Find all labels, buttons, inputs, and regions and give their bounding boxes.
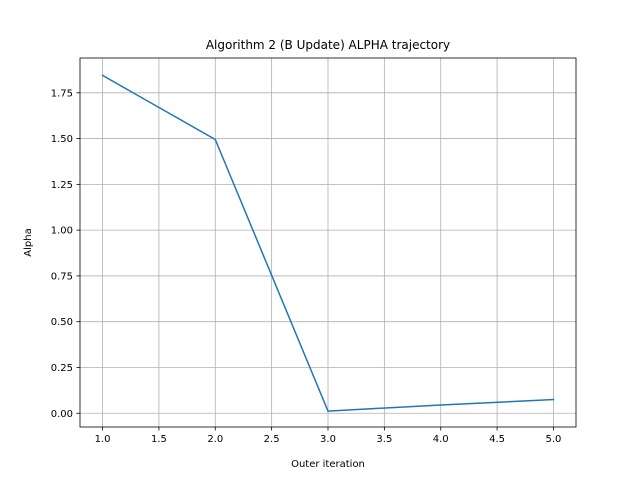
x-tick-label: 1.0 xyxy=(95,434,111,445)
alpha-series-line xyxy=(101,74,555,412)
y-tick-label: 0.75 xyxy=(51,271,73,282)
x-tick-label: 3.5 xyxy=(376,434,392,445)
x-tick-label: 4.0 xyxy=(433,434,449,445)
y-tick-label: 1.75 xyxy=(51,88,73,99)
x-tick-label: 2.0 xyxy=(207,434,223,445)
y-tick-label: 0.25 xyxy=(51,363,73,374)
y-axis-ticks: 0.00 0.25 0.50 0.75 1.00 1.25 1.50 1.75 xyxy=(51,88,80,420)
x-axis-ticks: 1.0 1.5 2.0 2.5 3.0 3.5 4.0 4.5 5.0 xyxy=(95,427,562,445)
x-tick-label: 3.0 xyxy=(320,434,336,445)
y-tick-label: 1.50 xyxy=(51,134,73,145)
series-lines xyxy=(101,74,555,412)
x-tick-label: 2.5 xyxy=(264,434,280,445)
y-tick-label: 0.50 xyxy=(51,317,73,328)
y-tick-label: 1.25 xyxy=(51,180,73,191)
y-axis-label: Alpha xyxy=(23,228,34,256)
y-tick-label: 1.00 xyxy=(51,226,73,237)
x-tick-label: 5.0 xyxy=(546,434,562,445)
grid-lines xyxy=(80,58,576,427)
chart-title: Algorithm 2 (B Update) ALPHA trajectory xyxy=(206,38,450,52)
x-tick-label: 4.5 xyxy=(489,434,505,445)
x-axis-label: Outer iteration xyxy=(291,459,365,470)
y-tick-label: 0.00 xyxy=(51,409,73,420)
x-tick-label: 1.5 xyxy=(151,434,167,445)
